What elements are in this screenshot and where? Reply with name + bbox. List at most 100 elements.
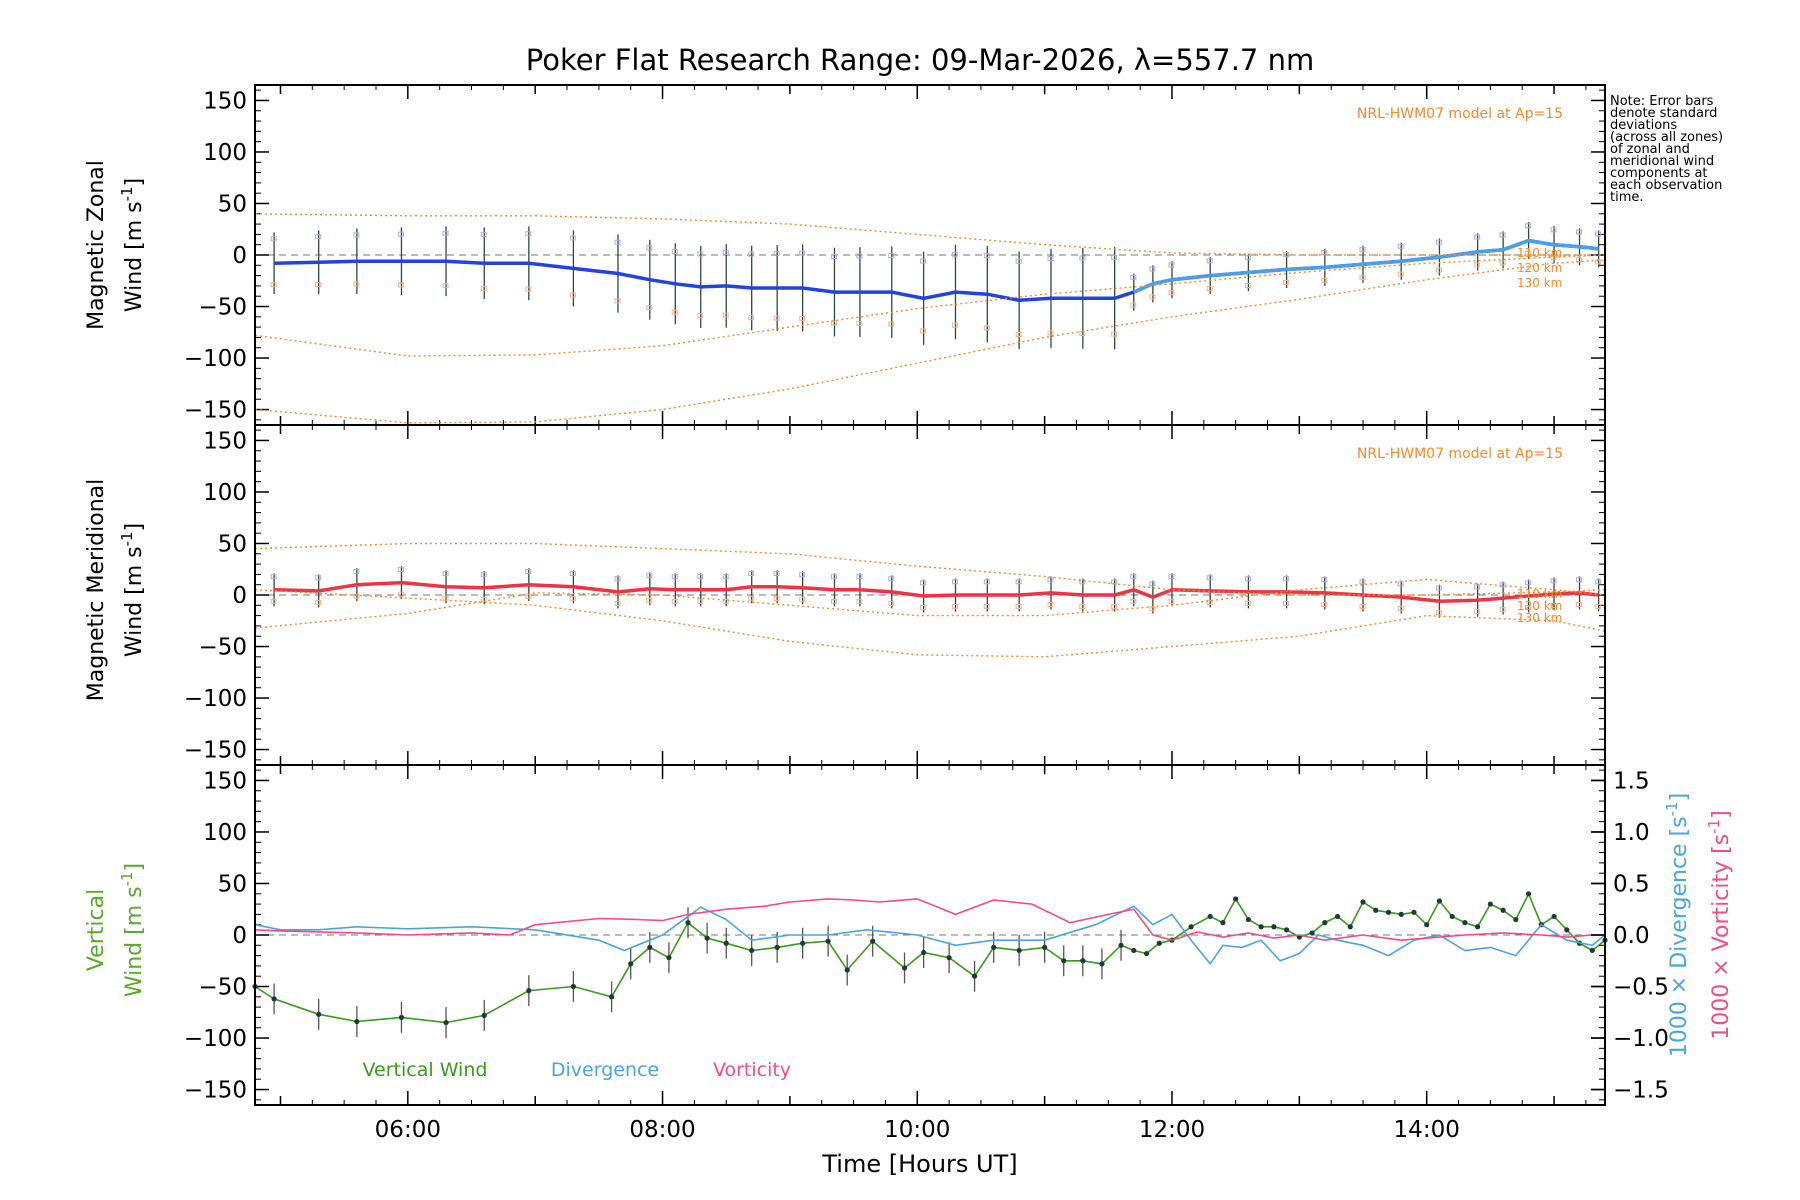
note-line: components at [1610,166,1708,181]
divergence-axis-label: 1000 × Divergence [s-1] [1663,793,1692,1057]
zone-point [1576,601,1583,607]
vertical-wind-point [1016,947,1022,954]
zone-point [951,604,958,610]
zone-point [1474,584,1481,590]
zonal-alt-110: 110 km [1517,246,1562,260]
model-line [254,578,1606,629]
zone-point [951,251,958,257]
zone-point [1079,604,1086,610]
zone-point [1283,576,1290,582]
zone-point [671,598,678,604]
zone-point [748,595,755,601]
vertical-wind-point [1589,947,1595,954]
divergence-line [254,905,1606,966]
vertical-wind-point [971,973,978,979]
meridional-ylabel-line1: Magnetic Meridional [84,479,109,701]
zone-point [480,285,487,291]
zone-point [1397,243,1404,249]
zone-point [1595,579,1602,585]
zone-point [353,569,360,575]
zone-point [697,313,704,319]
meridional-wind-line [274,580,1599,603]
y-tick-label: −50 [198,975,247,1001]
zone-point [1525,223,1532,229]
zone-point [1499,260,1506,266]
zone-point [353,281,360,287]
vertical-wind-point [1513,916,1519,923]
vertical-ylabel-line2: Wind [m s-1] [118,863,147,997]
zone-point [646,305,653,311]
zone-point [697,251,704,257]
vertical-wind-point [1188,924,1194,930]
zone-point [397,591,404,597]
zone-point [315,575,322,581]
x-axis-label: Time [Hours UT] [821,1150,1017,1178]
note-line: meridional wind [1610,154,1715,169]
zone-point [1130,574,1137,580]
zone-point [1206,258,1213,264]
zone-point [773,251,780,257]
vertical-wind-point [628,961,634,967]
zone-point [697,598,704,604]
y-tick-label: 150 [203,88,247,114]
zone-point [1576,577,1583,583]
zone-point [1435,610,1442,616]
note-line: time. [1610,190,1644,205]
vertical-wind-point [1156,940,1162,946]
vertical-wind-point [1309,930,1315,936]
zone-point [569,235,576,241]
zone-point [1130,302,1137,308]
zone-point [480,232,487,238]
y2-tick-label: 1.5 [1613,768,1650,794]
legend-vorticity: Vorticity [713,1059,791,1081]
zone-point [888,576,895,582]
zone-point [1130,274,1137,280]
zone-point [799,315,806,321]
zone-point [1149,581,1156,587]
zone-point [1576,257,1583,263]
vertical-wind-point [800,940,806,946]
vertical-wind-point [666,955,672,961]
vorticity-axis-label: 1000 × Vorticity [s-1] [1705,810,1734,1039]
y-tick-label: 100 [203,820,247,846]
zone-point [525,231,532,237]
zone-point [353,593,360,599]
vertical-wind-point [825,938,831,944]
vertical-wind-point [1080,958,1086,964]
note-line: Note: Error bars [1610,94,1714,109]
zone-point [830,598,837,604]
zone-point [614,600,621,606]
zone-point [1595,604,1602,610]
y-tick-label: 0 [232,923,247,949]
meridional-model-label: NRL-HWM07 model at Ap=15 [1357,446,1563,462]
x-tick-label: 12:00 [1139,1117,1205,1143]
zone-point [1168,598,1175,604]
vertical-wind-point [901,965,908,971]
zone-point [722,574,729,580]
meridional-alt-120: 120 km [1517,599,1562,613]
zone-point [748,315,755,321]
zone-point [1206,575,1213,581]
vertical-wind-point [921,949,927,956]
zone-point [1435,585,1442,591]
x-tick-label: 08:00 [629,1117,695,1143]
zone-point [830,574,837,580]
zone-point [315,234,322,240]
zone-point [722,250,729,256]
vertical-ylabel-line1: Vertical [84,889,109,971]
vertical-wind-line [254,891,1606,1024]
zone-point [697,574,704,580]
vertical-wind-point [1347,924,1353,930]
zone-point [1550,603,1557,609]
y2-tick-label: −0.5 [1613,975,1669,1001]
zone-point [569,292,576,298]
meridional-panel: −150 −100 −50 0 50 100 150 [184,424,1606,766]
zone-point [888,321,895,327]
model-line [254,259,1606,424]
vertical-wind-point [443,1019,449,1026]
panel-frame [254,764,1606,1106]
vertical-wind-point [1220,920,1226,926]
y-tick-label: −50 [198,635,247,661]
zone-point [1244,255,1251,261]
zone-point [569,595,576,601]
